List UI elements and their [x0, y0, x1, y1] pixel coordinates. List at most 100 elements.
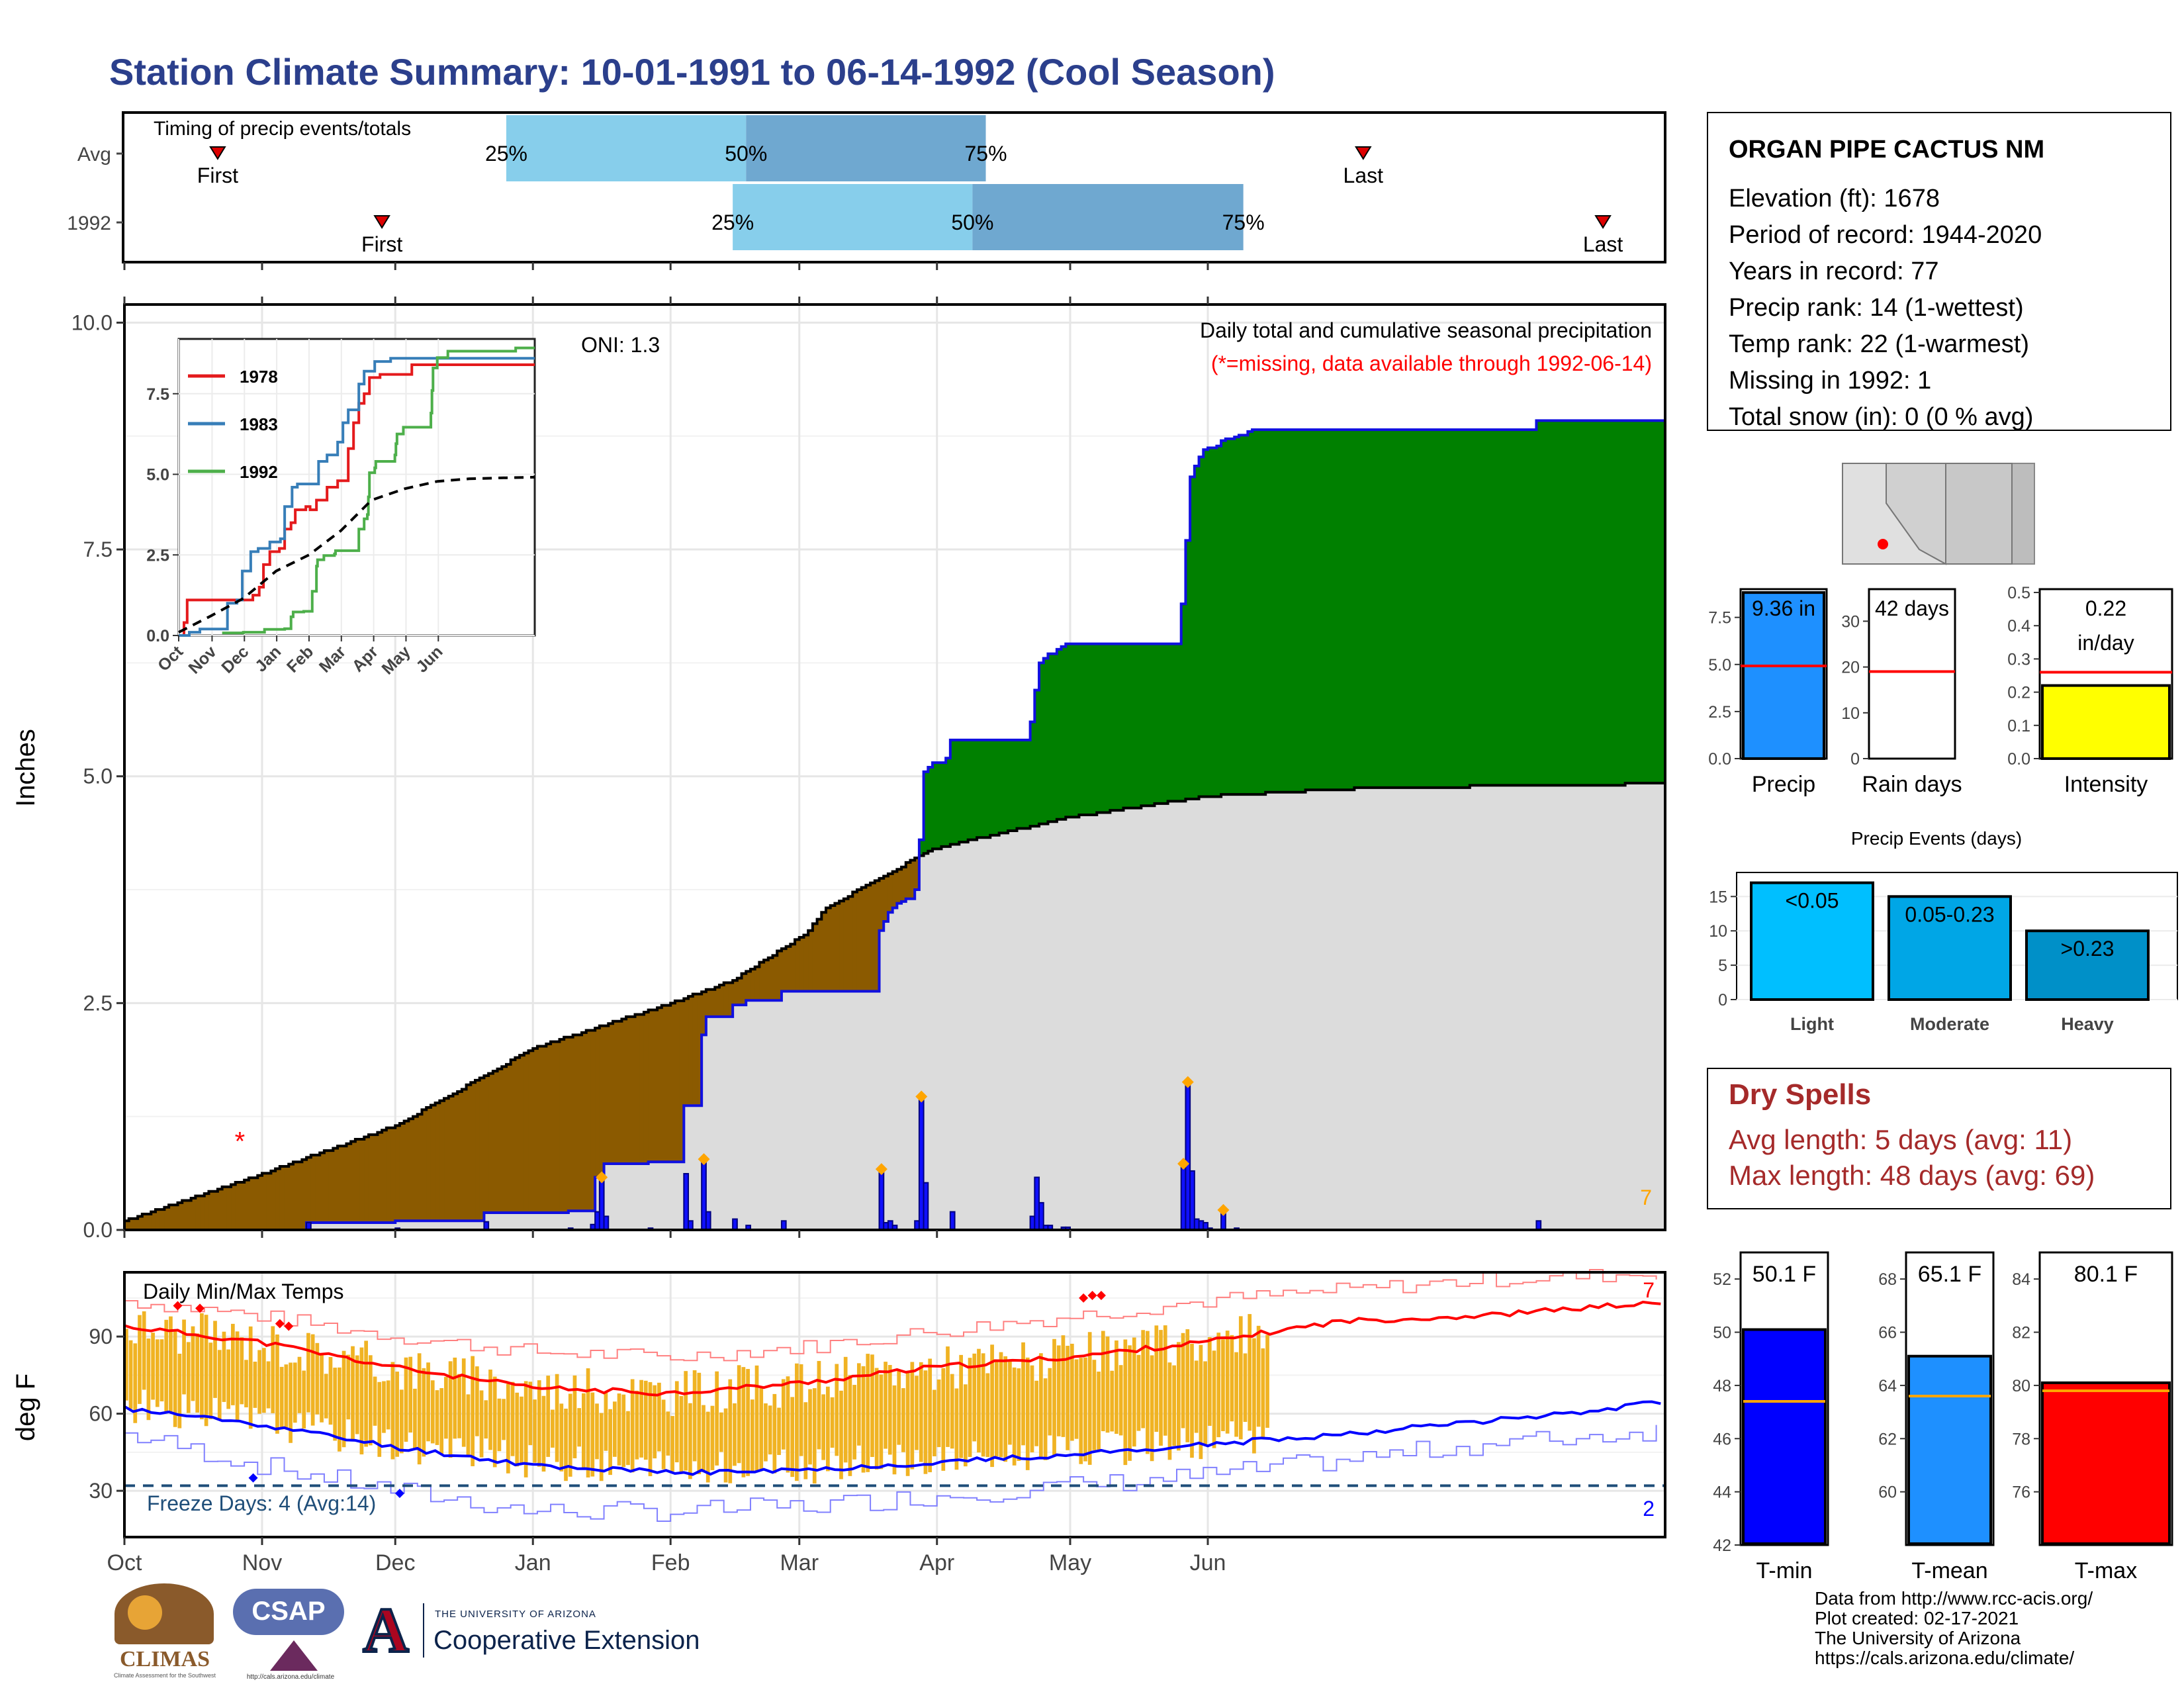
- surplus-area: [1594, 420, 1599, 786]
- precip-frame: [123, 303, 1666, 1231]
- daily-temp-bar: [186, 1342, 191, 1413]
- deficit-area: [657, 1008, 662, 1162]
- deficit-area: [688, 996, 694, 1106]
- deficit-area: [457, 1091, 463, 1221]
- surplus-area: [1070, 643, 1075, 818]
- deficit-area: [719, 984, 725, 1017]
- dry-spells-box: Dry Spells Avg length: 5 days (avg: 11) Ma…: [1707, 1068, 2171, 1209]
- avg-min-line: [123, 1400, 1661, 1476]
- deficit-area: [533, 1048, 538, 1213]
- temp-summary-bar: [2041, 1381, 2171, 1545]
- station-line: Precip rank: 14 (1-wettest): [1729, 294, 2024, 322]
- surplus-area: [1118, 643, 1124, 811]
- deficit-area: [261, 1173, 267, 1230]
- deficit-area: [293, 1162, 298, 1230]
- record-high-marker: [195, 1303, 205, 1313]
- surplus-area: [928, 767, 933, 851]
- deficit-area: [528, 1051, 533, 1213]
- daily-temp-bar: [692, 1370, 697, 1462]
- daily-temp-bar: [639, 1380, 643, 1458]
- daily-temp-bar: [191, 1326, 195, 1401]
- heavy-event-marker: [875, 1163, 887, 1176]
- daily-temp-bar: [284, 1364, 289, 1429]
- surplus-area: [1647, 420, 1653, 783]
- daily-temp-bar: [173, 1330, 177, 1427]
- surplus-area: [1269, 430, 1275, 792]
- daily-temp-bar: [506, 1383, 510, 1474]
- surplus-area: [1292, 430, 1297, 792]
- surplus-area: [972, 739, 978, 840]
- deficit-area: [191, 1198, 196, 1230]
- daily-precip-bar: [683, 1173, 690, 1231]
- x-axis-month-label: Oct: [107, 1550, 142, 1575]
- surplus-area: [954, 739, 960, 845]
- daily-temp-bar: [551, 1409, 555, 1448]
- deficit-area: [138, 1216, 143, 1230]
- heavy-event-marker: [698, 1153, 710, 1166]
- inset-legend-label: 1978: [240, 367, 278, 387]
- daily-temp-bar: [266, 1361, 271, 1409]
- summary-value-label: 9.36 in: [1752, 596, 1815, 620]
- temp-bar-label: T-mean: [1911, 1558, 1987, 1583]
- daily-temp-bar: [688, 1403, 692, 1479]
- surplus-area: [1128, 643, 1133, 808]
- deficit-area: [626, 1016, 631, 1164]
- surplus-area: [1447, 430, 1453, 788]
- surplus-area: [1079, 643, 1084, 815]
- daily-temp-bar: [657, 1382, 661, 1452]
- daily-temp-bar: [946, 1346, 950, 1447]
- surplus-area: [1056, 649, 1062, 820]
- daily-temp-bar: [985, 1373, 990, 1458]
- surplus-area: [1549, 420, 1555, 786]
- daily-temp-bar: [843, 1356, 848, 1463]
- daily-temp-bar: [936, 1379, 941, 1448]
- daily-temp-bar: [315, 1342, 320, 1415]
- daily-temp-bar: [151, 1333, 155, 1400]
- surplus-area: [1048, 653, 1053, 822]
- daily-temp-bar: [648, 1382, 653, 1476]
- daily-temp-bar: [142, 1311, 146, 1390]
- deficit-area: [577, 1035, 582, 1211]
- surplus-area: [1341, 430, 1346, 790]
- timing-bar-50-75: [972, 184, 1244, 250]
- daily-temp-bar: [338, 1367, 341, 1452]
- x-axis-month-label: Feb: [651, 1550, 690, 1575]
- deficit-area: [510, 1060, 516, 1213]
- deficit-area: [404, 1121, 409, 1221]
- deficit-area: [856, 890, 862, 992]
- daily-temp-bar: [289, 1362, 293, 1443]
- events-y-tick-label: 5: [1718, 957, 1727, 975]
- station-line: Period of record: 1944-2020: [1729, 221, 2042, 249]
- deficit-area: [475, 1080, 480, 1221]
- daily-temp-bar: [999, 1352, 1003, 1458]
- surplus-area: [1376, 430, 1382, 788]
- daily-temp-bar: [901, 1388, 905, 1452]
- timing-q50-label: 50%: [951, 211, 993, 234]
- surplus-area: [1066, 643, 1071, 818]
- deficit-area: [222, 1186, 227, 1230]
- deficit-area: [639, 1014, 645, 1164]
- ua-divider: [423, 1603, 424, 1658]
- deficit-area: [466, 1084, 471, 1221]
- surplus-area: [1216, 445, 1222, 797]
- daily-precip-bar: [1189, 1170, 1195, 1231]
- deficit-area: [444, 1098, 449, 1221]
- daily-temp-bar: [422, 1368, 426, 1457]
- deficit-area: [795, 939, 800, 992]
- station-line: Years in record: 77: [1729, 258, 1939, 285]
- daily-temp-bar: [333, 1368, 338, 1441]
- daily-temp-bar: [1115, 1340, 1118, 1434]
- daily-temp-bar: [702, 1405, 705, 1472]
- summary-value-label: 0.22: [2085, 596, 2126, 620]
- deficit-area: [240, 1182, 245, 1230]
- daily-temp-bar: [604, 1392, 608, 1451]
- surplus-area: [1252, 430, 1257, 795]
- mountain-icon: [270, 1640, 318, 1671]
- deficit-area: [684, 998, 689, 1106]
- inset-series-line: [222, 346, 535, 635]
- daily-temp-bar: [248, 1326, 253, 1429]
- summary-y-tick-label: 7.5: [1708, 609, 1731, 628]
- climas-logo: CLIMAS Climate Assessment for the Southw…: [109, 1583, 220, 1680]
- daily-temp-bar: [1221, 1339, 1225, 1431]
- surplus-area: [1190, 477, 1195, 799]
